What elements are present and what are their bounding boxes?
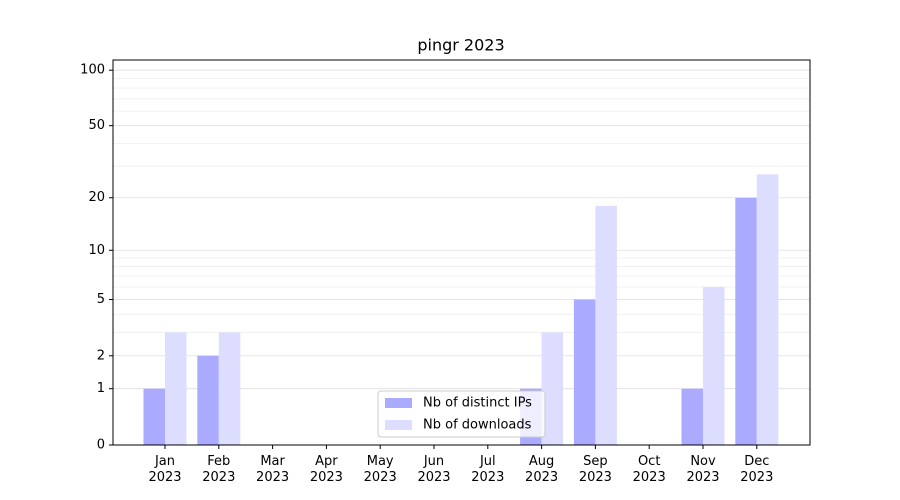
x-tick-label: Nov 2023 [686,454,719,485]
y-tick-label: 5 [97,292,105,307]
x-tick-label: Jan 2023 [148,454,181,485]
y-tick-label: 100 [80,63,105,78]
bar [735,197,757,445]
x-tick-label: Dec 2023 [740,454,773,485]
bar [756,174,779,445]
bar [541,332,564,445]
y-tick-label: 0 [97,438,105,453]
bar [218,332,241,445]
x-tick-label: May 2023 [364,454,397,485]
x-tick-label: Jun 2023 [417,454,450,485]
x-tick-label: Aug 2023 [525,454,558,485]
bar [143,388,165,445]
legend-label: Nb of downloads [423,418,532,433]
y-tick-label: 50 [88,118,105,133]
legend-swatch [385,398,412,408]
x-tick-label: Apr 2023 [310,454,343,485]
legend-box [377,390,546,438]
bar [681,388,703,445]
x-tick-label: Mar 2023 [256,454,289,485]
bar [197,355,219,445]
legend-swatch [385,420,412,430]
y-tick-label: 10 [88,243,105,258]
bar [703,286,725,445]
plot-frame [112,59,811,446]
x-tick-label: Sep 2023 [579,454,612,485]
y-tick-label: 2 [97,348,105,363]
chart-title: pingr 2023 [417,36,504,55]
y-tick-label: 1 [97,381,105,396]
y-tick-label: 20 [88,190,105,205]
bar [573,299,596,445]
bar [595,205,617,445]
legend-label: Nb of distinct IPs [423,396,532,411]
x-tick-label: Jul 2023 [471,454,504,485]
bar [165,332,187,445]
x-tick-label: Oct 2023 [633,454,666,485]
x-tick-label: Feb 2023 [202,454,235,485]
